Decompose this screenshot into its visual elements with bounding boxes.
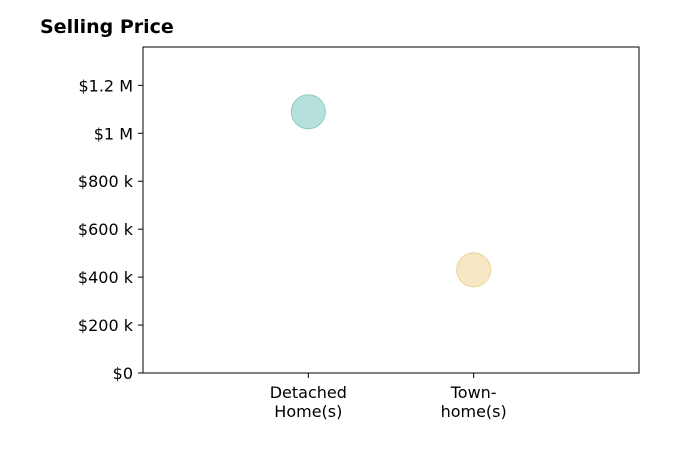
- plot-area-frame: [142, 46, 640, 374]
- x-tick-label-line: Home(s): [274, 402, 342, 421]
- x-tick-label-line: Town-: [450, 383, 497, 402]
- x-tick-label-line: Detached: [270, 383, 347, 402]
- data-point: [290, 94, 326, 130]
- y-tick-label: $600 k: [78, 220, 134, 239]
- data-points: [290, 94, 492, 288]
- chart-title: Selling Price: [40, 16, 174, 38]
- x-tick-label-line: home(s): [441, 402, 507, 421]
- y-tick-label: $400 k: [78, 268, 134, 287]
- y-tick-label: $1.2 M: [78, 76, 133, 95]
- x-tick-label: Detached Home(s): [270, 383, 347, 421]
- y-tick-label: $1 M: [94, 124, 133, 143]
- x-tick-label: Town-home(s): [441, 383, 507, 421]
- x-axis: Detached Home(s) Town-home(s): [270, 373, 507, 421]
- data-point: [456, 252, 492, 288]
- y-axis: $0 $200 k $400 k $600 k $800 k $1 M $1.2 M: [78, 76, 143, 383]
- y-tick-label: $800 k: [78, 172, 134, 191]
- y-tick-label: $200 k: [78, 316, 134, 335]
- y-tick-label: $0: [113, 364, 133, 383]
